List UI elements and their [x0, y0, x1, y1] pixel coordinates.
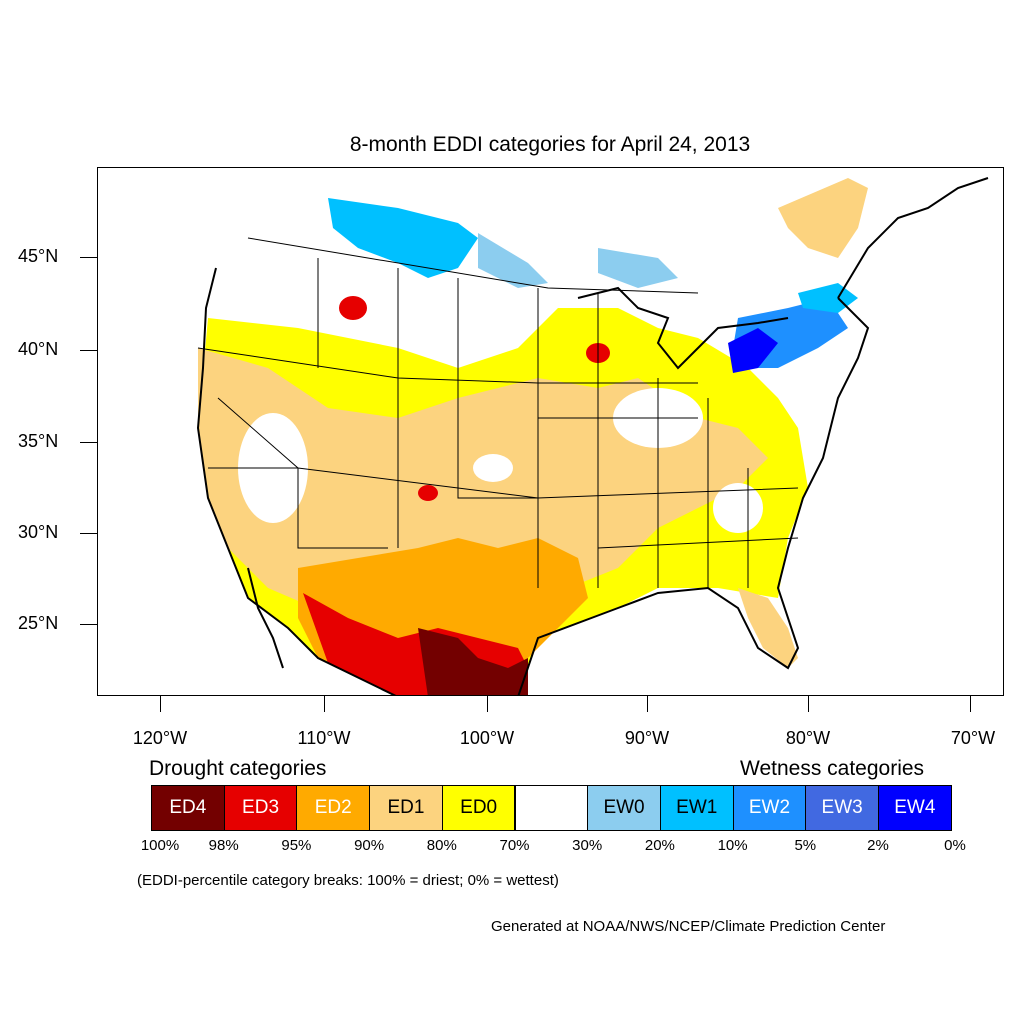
ew0-canada — [598, 248, 678, 288]
lat-tick — [80, 257, 97, 258]
legend-break-label: 80% — [426, 837, 457, 854]
white-area-kansas — [473, 454, 513, 482]
lon-tick — [647, 696, 648, 712]
legend-note: (EDDI-percentile category breaks: 100% =… — [137, 872, 559, 889]
ew4-michigan — [728, 328, 778, 373]
legend-break-label: 70% — [499, 837, 530, 854]
legend-box-ew3: EW3 — [805, 785, 879, 831]
lat-label-45: 45°N — [18, 246, 59, 266]
lon-tick — [487, 696, 488, 712]
lon-tick — [160, 696, 161, 712]
legend-break-label: 90% — [354, 837, 385, 854]
eddi-map — [196, 177, 989, 695]
great-lakes-outline — [577, 286, 789, 370]
lat-tick — [80, 350, 97, 351]
ed3-newmexico — [418, 485, 438, 501]
credit-line: Generated at NOAA/NWS/NCEP/Climate Predi… — [491, 918, 886, 935]
ed1-florida — [738, 588, 798, 668]
legend-break-label: 5% — [794, 837, 817, 854]
legend-break-label: 100% — [140, 837, 180, 854]
wetness-heading: Wetness categories — [740, 757, 925, 780]
legend-break-label: 0% — [944, 837, 966, 854]
lon-label-110: 110°W — [297, 728, 351, 748]
lat-tick — [80, 624, 97, 625]
legend-break-label: 95% — [281, 837, 312, 854]
lat-label-25: 25°N — [18, 613, 59, 633]
white-area-southeast — [713, 483, 763, 533]
legend-box-ew4: EW4 — [878, 785, 952, 831]
legend-box-ew2: EW2 — [732, 785, 807, 831]
ed3-montana — [339, 296, 367, 320]
legend-box-ew0: EW0 — [587, 785, 661, 831]
legend-break-label: 2% — [867, 837, 889, 854]
legend-box-ed3: ED3 — [223, 785, 298, 831]
state-boundaries — [197, 237, 799, 588]
legend-box-ed2: ED2 — [296, 785, 371, 831]
legend-break-label: 98% — [208, 837, 239, 854]
canada-east-coast — [837, 177, 989, 299]
ew1-north-plains — [328, 198, 478, 278]
lon-tick — [970, 696, 971, 712]
coastline — [196, 267, 870, 695]
lat-label-40: 40°N — [18, 339, 59, 359]
legend-break-label: 20% — [644, 837, 675, 854]
map-title: 8-month EDDI categories for April 24, 20… — [349, 133, 751, 156]
baja-coast — [247, 567, 284, 669]
legend-break-label: 30% — [572, 837, 603, 854]
lon-label-80: 80°W — [785, 728, 831, 748]
lon-label-120: 120°W — [132, 728, 188, 748]
legend-box-ed4: ED4 — [151, 785, 225, 831]
lon-label-70: 70°W — [950, 728, 996, 748]
ed4-region — [418, 628, 528, 695]
lat-label-35: 35°N — [18, 431, 59, 451]
legend-box-ed1: ED1 — [369, 785, 443, 831]
ew0-north-plains — [478, 233, 548, 288]
drought-heading: Drought categories — [149, 757, 327, 780]
lon-label-90: 90°W — [624, 728, 670, 748]
legend-box-normal — [514, 785, 589, 831]
lon-label-100: 100°W — [459, 728, 515, 748]
lat-tick — [80, 533, 97, 534]
legend-box-ed0: ED0 — [441, 785, 516, 831]
lon-tick — [808, 696, 809, 712]
map-frame — [97, 167, 1004, 696]
lon-tick — [324, 696, 325, 712]
legend-break-label: 10% — [717, 837, 748, 854]
lat-tick — [80, 442, 97, 443]
ed1-northeast — [778, 178, 868, 258]
lat-label-30: 30°N — [18, 522, 59, 542]
legend-box-ew1: EW1 — [659, 785, 734, 831]
